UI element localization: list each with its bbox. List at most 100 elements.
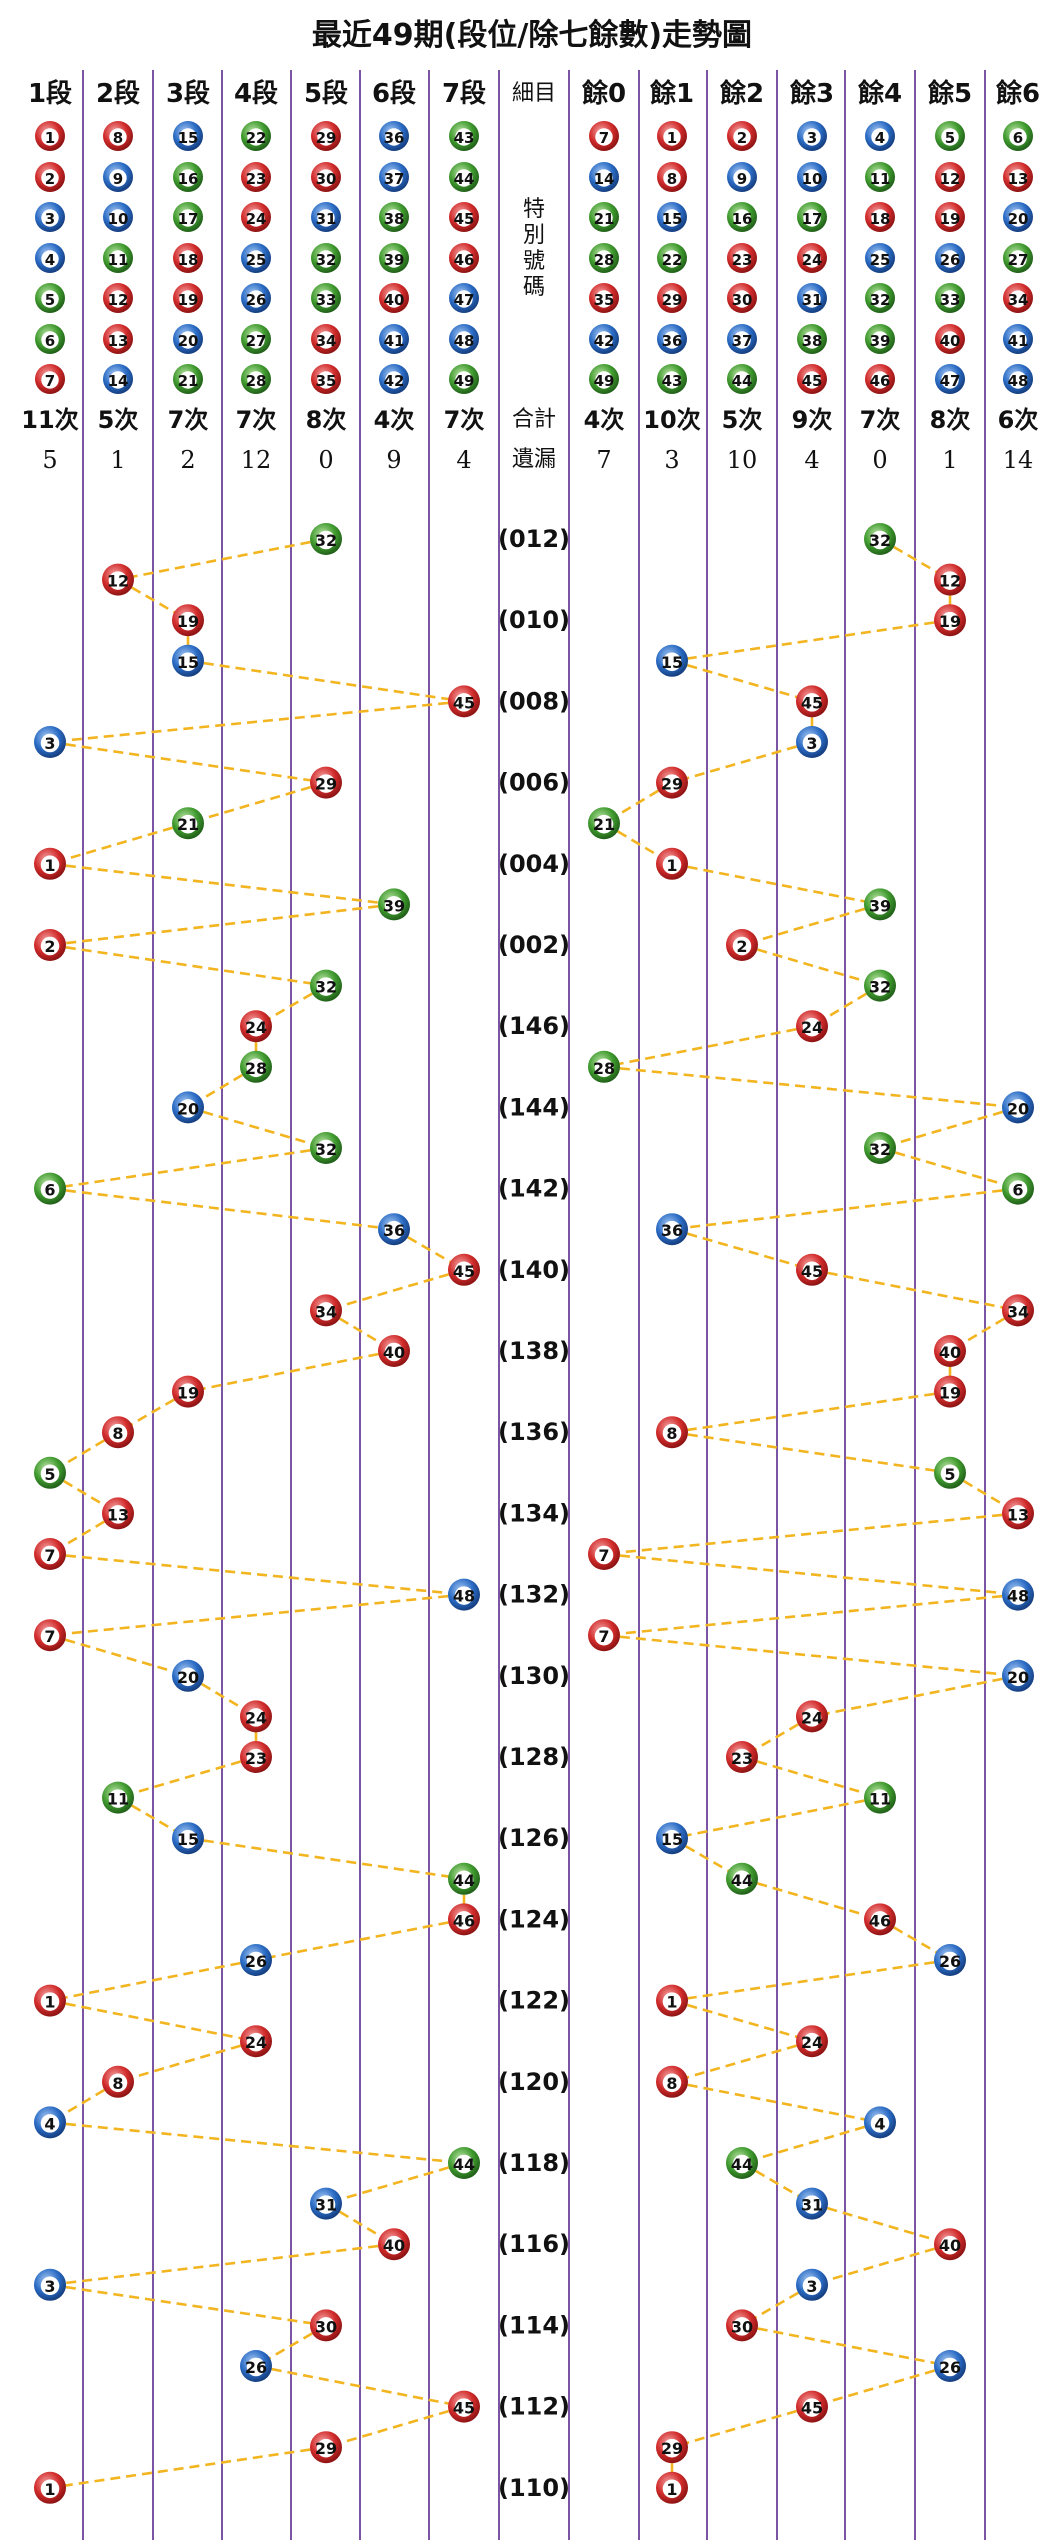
ball-number: 29 xyxy=(662,291,683,309)
trend-line-left-20 xyxy=(187,1349,395,1393)
ball-40: 40 xyxy=(378,2228,410,2261)
ball-number: 45 xyxy=(453,1262,475,1281)
ball-number: 32 xyxy=(315,1140,337,1159)
ball-24: 24 xyxy=(240,2025,272,2058)
ball-number: 29 xyxy=(316,129,337,147)
ball-number: 15 xyxy=(661,653,683,672)
header-right-2: 餘2 xyxy=(720,78,764,109)
ball-7: 7 xyxy=(588,1538,620,1570)
ball-2: 2 xyxy=(34,929,66,961)
trend-line-left-15 xyxy=(49,1146,327,1190)
ball-47: 47 xyxy=(935,364,965,394)
ball-48: 48 xyxy=(449,324,479,354)
ball-face xyxy=(1008,1099,1028,1118)
ball-face xyxy=(803,290,821,308)
ball-number: 45 xyxy=(453,2399,475,2418)
trend-line-left-6 xyxy=(187,781,327,825)
ball-number: 19 xyxy=(177,1384,199,1403)
ball-number: 35 xyxy=(316,372,337,390)
ball-number: 29 xyxy=(661,2439,683,2458)
ball-number: 28 xyxy=(594,251,615,269)
ball-face xyxy=(385,250,403,268)
ball-number: 12 xyxy=(108,291,129,309)
ball-7: 7 xyxy=(34,1619,66,1652)
ball-face xyxy=(870,896,890,915)
ball-face xyxy=(40,855,60,875)
ball-face xyxy=(662,652,682,672)
ball-number: 6 xyxy=(44,1181,55,1200)
ball-number: 27 xyxy=(1008,251,1029,269)
ball-number: 1 xyxy=(44,1993,55,2012)
ball-49: 49 xyxy=(589,364,619,394)
trend-line-right-46 xyxy=(671,2405,813,2449)
trend-line-left-42 xyxy=(49,2242,395,2287)
trend-line-right-31 xyxy=(671,1796,881,1840)
count-left-3: 7次 xyxy=(168,406,209,434)
ball-face xyxy=(732,1870,752,1890)
header-left-6: 6段 xyxy=(372,78,416,109)
ball-face xyxy=(179,290,197,308)
ball-number: 37 xyxy=(384,170,405,188)
ball-number: 1 xyxy=(44,2480,55,2499)
ball-number: 23 xyxy=(245,1749,267,1768)
ball-face xyxy=(179,128,197,146)
ball-8: 8 xyxy=(657,162,687,192)
ball-5: 5 xyxy=(935,121,965,151)
ball-face xyxy=(802,2276,822,2296)
ball-number: 16 xyxy=(732,210,753,228)
ball-22: 22 xyxy=(657,243,687,273)
ball-face xyxy=(179,250,197,268)
ball-number: 2 xyxy=(737,129,747,147)
ball-number: 22 xyxy=(246,129,267,147)
ball-face xyxy=(940,2235,960,2255)
ball-number: 11 xyxy=(869,1790,891,1809)
miss-left-5: 0 xyxy=(318,446,333,474)
trend-line-left-5 xyxy=(49,740,327,784)
ball-face xyxy=(802,1017,822,1037)
ball-number: 47 xyxy=(454,291,475,309)
ball-number: 5 xyxy=(945,129,955,147)
ball-number: 1 xyxy=(666,856,677,875)
ball-face xyxy=(802,2398,822,2417)
trend-line-left-18 xyxy=(325,1268,465,1312)
ball-number: 2 xyxy=(44,937,55,956)
ball-13: 13 xyxy=(102,1497,134,1530)
ball-number: 32 xyxy=(869,531,891,550)
ball-face xyxy=(455,331,473,349)
ball-face xyxy=(179,169,197,187)
ball-number: 43 xyxy=(454,129,475,147)
ball-number: 9 xyxy=(737,170,747,188)
ball-number: 32 xyxy=(315,531,337,550)
ball-face xyxy=(108,2073,128,2093)
ball-44: 44 xyxy=(726,2147,758,2179)
ball-face xyxy=(663,128,681,146)
miss-right-6: 14 xyxy=(1003,446,1034,474)
ball-29: 29 xyxy=(310,766,342,799)
period-label: (146) xyxy=(498,1012,570,1040)
ball-face xyxy=(178,1383,198,1402)
ball-number: 31 xyxy=(801,2196,823,2215)
ball-number: 8 xyxy=(112,2074,123,2093)
ball-number: 21 xyxy=(177,815,199,834)
ball-face xyxy=(1008,1505,1028,1524)
ball-49: 49 xyxy=(449,364,479,394)
ball-face xyxy=(40,1545,60,1565)
ball-40: 40 xyxy=(934,2228,966,2261)
ball-45: 45 xyxy=(796,1253,828,1286)
trend-line-right-21 xyxy=(671,1390,951,1434)
ball-number: 20 xyxy=(178,332,199,350)
ball-face xyxy=(246,1058,266,1078)
ball-40: 40 xyxy=(378,1335,410,1367)
ball-45: 45 xyxy=(449,202,479,232)
ball-26: 26 xyxy=(935,243,965,273)
ball-face xyxy=(179,331,197,349)
ball-12: 12 xyxy=(103,283,133,313)
ball-face xyxy=(803,371,821,389)
ball-8: 8 xyxy=(103,121,133,151)
ball-face xyxy=(662,855,682,875)
trend-line-right-41 xyxy=(811,2202,951,2246)
ball-5: 5 xyxy=(934,1456,966,1489)
ball-number: 7 xyxy=(44,1627,55,1646)
miss-right-2: 10 xyxy=(727,446,758,474)
ball-number: 44 xyxy=(453,2155,475,2174)
